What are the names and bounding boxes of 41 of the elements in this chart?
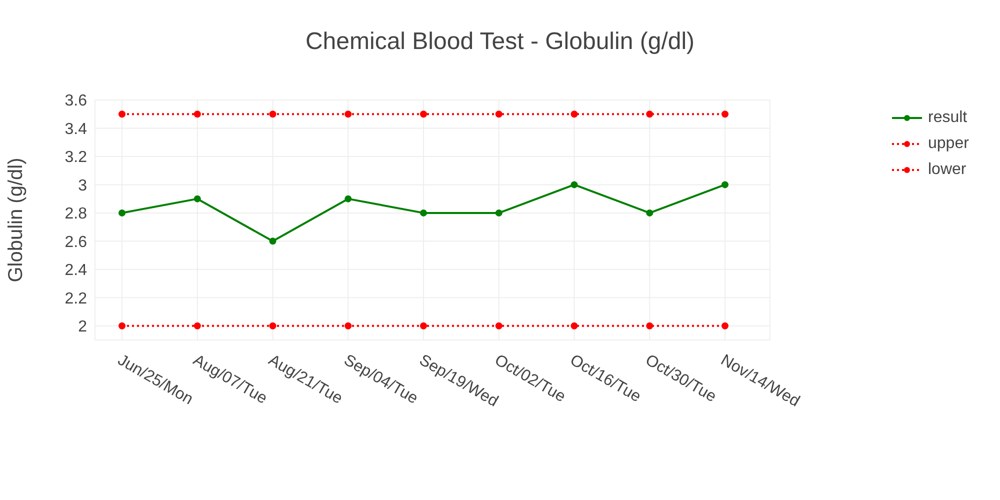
point (269, 322, 276, 330)
point (570, 110, 578, 118)
point (420, 110, 427, 118)
y-tick-label: 3 (78, 177, 88, 194)
point (722, 110, 728, 118)
point (269, 110, 276, 118)
point (344, 195, 352, 202)
point (269, 238, 276, 245)
y-tick-label: 3.4 (64, 120, 88, 138)
y-tick-label: 3.2 (64, 149, 88, 166)
point (495, 322, 502, 330)
point (420, 209, 427, 216)
point (722, 322, 728, 330)
point (194, 110, 201, 118)
y-tick-label: 2.2 (64, 290, 88, 308)
point (495, 209, 502, 216)
y-tick-label: 2.8 (64, 206, 88, 223)
point (570, 181, 578, 188)
point (722, 181, 728, 188)
y-axis-title: Globulin (g/dl) (5, 158, 28, 282)
point (495, 110, 502, 118)
point (118, 322, 126, 330)
point (646, 110, 654, 118)
chart-title: Chemical Blood Test - Globulin (g/dl) (304, 28, 696, 56)
y-tick-label: 2.6 (64, 234, 88, 251)
point (646, 209, 654, 216)
point (646, 322, 654, 330)
point (118, 110, 126, 118)
point (420, 322, 427, 330)
point (570, 322, 578, 330)
point (194, 195, 201, 202)
point (344, 322, 352, 330)
point (118, 209, 126, 216)
point (344, 110, 352, 118)
legend-label: result (928, 109, 968, 127)
y-tick-label: 3.6 (64, 92, 88, 110)
point (194, 322, 201, 330)
y-tick-label: 2 (78, 318, 88, 336)
y-tick-label: 2.4 (64, 262, 88, 280)
legend-label: lower (928, 161, 966, 179)
legend-label: upper (928, 135, 969, 153)
